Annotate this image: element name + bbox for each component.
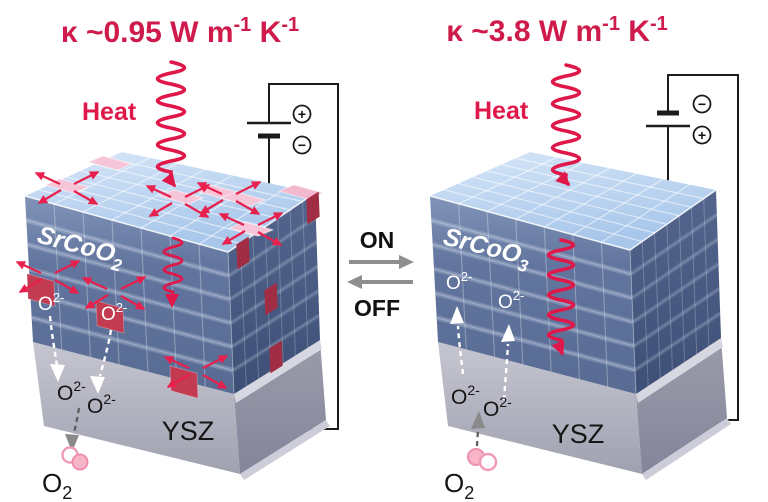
- ysz-right-face: [636, 338, 727, 474]
- film-right-face: [630, 190, 721, 394]
- phonon-scatter-icon: [81, 275, 147, 311]
- ion-arrow-icon: [98, 329, 113, 377]
- toggle-arrowhead-right: [399, 255, 414, 269]
- ysz-right-face: [234, 340, 326, 474]
- substrate-label-right: YSZ: [552, 419, 605, 449]
- ysz-top-sliver: [234, 340, 322, 403]
- ion-arrowhead-up: [450, 306, 464, 324]
- on-label: ON: [360, 227, 395, 253]
- vacancy-cell-red-side: [269, 340, 283, 374]
- heat-label-left: Heat: [82, 98, 137, 126]
- substrate-label-left: YSZ: [162, 416, 215, 446]
- vacancy-cell-red: [95, 300, 125, 334]
- heat-label-right: Heat: [474, 97, 529, 125]
- ion-label-black: O2-: [87, 391, 116, 418]
- ion-arrows-left: [48, 315, 113, 452]
- ion-arrow-icon: [502, 343, 510, 401]
- block-srcoo3: SrCoO3: [429, 152, 731, 480]
- film-front-face: [430, 196, 636, 394]
- off-label: OFF: [354, 295, 400, 321]
- heat-wave-icon-right: [550, 63, 582, 187]
- battery-bottom-sign: +: [698, 127, 706, 143]
- ion-label-white: O2-: [38, 290, 64, 315]
- corner-edge-highlight: [629, 249, 637, 395]
- o2-label-right: O2: [444, 468, 474, 502]
- ion-arrowhead-down: [50, 364, 65, 382]
- film-top-grid: [444, 156, 704, 243]
- heat-wave-icon-left: [155, 60, 187, 188]
- minus-terminal-icon: [692, 94, 712, 114]
- ion-arrowhead-up-gray: [471, 411, 485, 429]
- o2-molecule-icon: [467, 448, 498, 472]
- vacancy-cell-pink: [86, 155, 134, 171]
- battery-top-sign: −: [698, 96, 706, 112]
- ion-label-white: O2-: [101, 300, 127, 325]
- battery-top-sign: +: [298, 106, 306, 122]
- o2-label-left: O2: [42, 468, 72, 502]
- kappa-title-right: κ ~3.8 W m-1 K-1: [446, 13, 668, 48]
- vacancy-cell-red-side: [236, 236, 250, 270]
- battery-bottom-sign: −: [298, 137, 306, 153]
- kappa-title-left: κ ~0.95 W m-1 K-1: [61, 14, 299, 49]
- corner-edge-highlight: [227, 251, 235, 395]
- wire-left: [268, 83, 339, 430]
- ysz-top-sliver: [636, 338, 723, 403]
- phonon-scatter-icon: [34, 170, 100, 206]
- film-right-grid: [630, 198, 721, 387]
- ion-label-white: O2-: [446, 269, 472, 294]
- ion-label-white: O2-: [498, 288, 524, 313]
- battery-circuit-left: + −: [247, 83, 339, 430]
- ion-arrow-icon: [72, 407, 81, 435]
- ion-arrow-icon: [475, 429, 480, 447]
- phonon-scatter-icon: [15, 259, 81, 295]
- ion-label-black: O2-: [451, 382, 480, 409]
- top-edge-highlight: [24, 192, 316, 253]
- heat-wave-icon-right-inner: [546, 238, 576, 356]
- ysz-front-face: [33, 342, 240, 474]
- film-front-grid: [26, 203, 234, 387]
- phonon-scatter-icon: [196, 180, 262, 216]
- phonon-scatter-icon: [163, 354, 229, 390]
- film-front-face: [25, 196, 234, 394]
- minus-terminal-icon: [292, 135, 312, 155]
- ion-arrows-right: [450, 306, 515, 447]
- film-right-bands: [227, 215, 321, 373]
- toggle-arrowhead-left: [347, 275, 362, 289]
- ysz-bottom-sliver: [642, 418, 731, 480]
- ion-arrowhead-down-gray: [65, 434, 79, 452]
- film-front-grid: [431, 203, 636, 387]
- ion-arrowhead-up: [501, 324, 515, 342]
- heat-wave-icon-left-inner: [162, 236, 184, 308]
- ion-arrowhead-down: [90, 376, 105, 394]
- ion-label-black: O2-: [483, 394, 512, 421]
- vacancy-cell-red-side: [264, 282, 278, 316]
- film-right-bands: [629, 212, 722, 372]
- vacancy-cell-red-side: [306, 191, 320, 225]
- plus-terminal-icon: [692, 125, 712, 145]
- film-front-bands: [430, 217, 636, 373]
- toggle-switch: ON OFF: [347, 227, 414, 321]
- vacancy-cell-pink: [277, 184, 325, 200]
- plus-terminal-icon: [292, 104, 312, 124]
- phonon-scatter-icon: [218, 211, 284, 247]
- top-edge-highlight: [429, 189, 717, 251]
- ion-label-black: O2-: [57, 378, 86, 405]
- film-front-bands: [25, 217, 234, 373]
- vacancy-cell-pink: [157, 189, 205, 205]
- ysz-front-face: [438, 342, 642, 474]
- ion-arrow-icon: [48, 315, 59, 367]
- ion-arrow-icon: [456, 325, 465, 375]
- ysz-bottom-sliver: [240, 420, 330, 480]
- o2-molecule-icon: [61, 446, 89, 471]
